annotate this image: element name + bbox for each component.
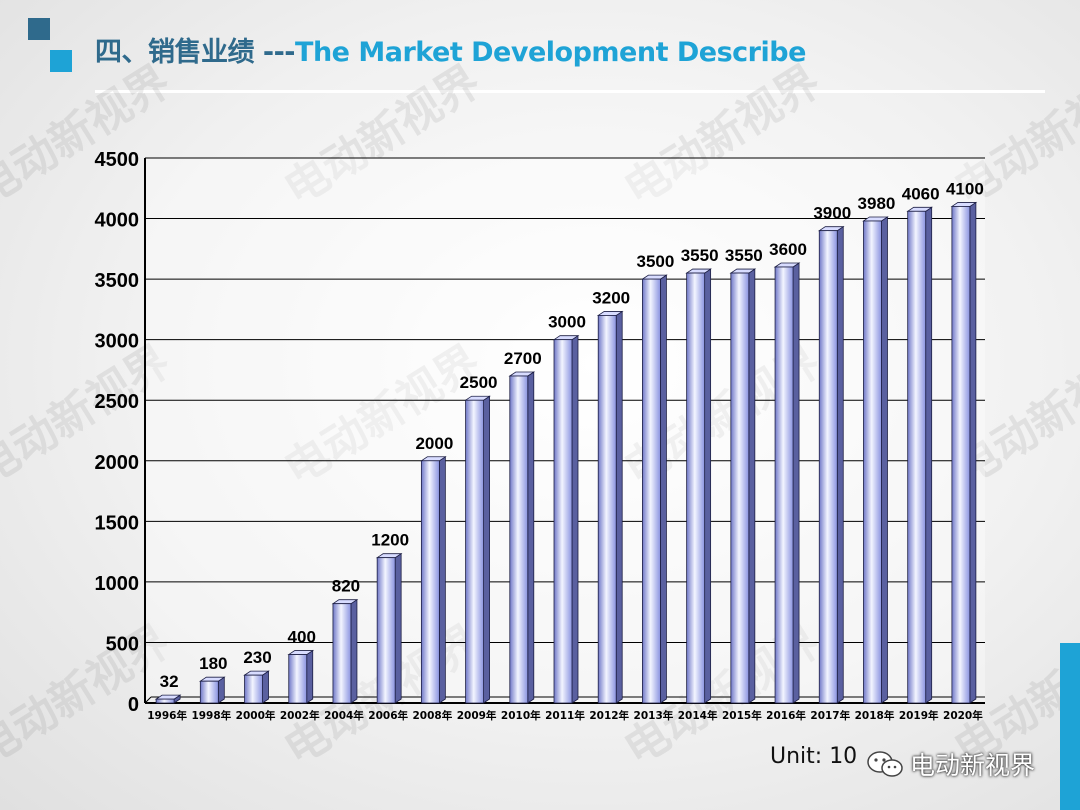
data-label: 2000	[415, 434, 453, 453]
brand-logo: 电动新视界	[866, 746, 1035, 782]
bar-side	[350, 598, 358, 704]
accent-sidebar	[1060, 643, 1080, 810]
bar-side	[615, 310, 623, 704]
bar	[465, 399, 484, 704]
page-title: 四、销售业绩 ---The Market Development Describ…	[95, 30, 806, 69]
data-label: 180	[199, 654, 227, 673]
y-tick-label: 0	[128, 694, 139, 716]
bar	[553, 339, 573, 704]
bar-side	[306, 649, 314, 704]
title-english: The Market Development Describe	[295, 37, 806, 68]
x-tick-label: 2009年	[457, 709, 497, 722]
bar-side	[792, 262, 800, 704]
data-label: 4060	[902, 184, 940, 203]
data-label: 32	[160, 672, 179, 691]
title-separator: ---	[254, 37, 296, 68]
x-tick-label: 2002年	[280, 709, 320, 722]
bar	[774, 266, 794, 704]
bar	[155, 698, 175, 704]
data-label: 2500	[460, 373, 498, 392]
bar	[730, 272, 750, 704]
bar	[686, 272, 706, 704]
bar	[420, 460, 440, 704]
bar-side	[836, 225, 844, 704]
x-tick-label: 2018年	[855, 709, 895, 722]
bar	[376, 557, 396, 704]
y-tick-label: 2500	[95, 391, 140, 413]
y-tick-label: 3000	[95, 331, 140, 353]
x-tick-label: 2004年	[324, 709, 364, 722]
data-label: 3600	[769, 240, 807, 259]
bar-side	[394, 552, 402, 704]
x-tick-label: 2012年	[589, 709, 629, 722]
bar	[509, 375, 529, 704]
bar	[199, 680, 219, 704]
data-label: 820	[332, 577, 360, 596]
x-tick-label: 2011年	[545, 709, 585, 722]
x-tick-label: 2006年	[368, 709, 408, 722]
data-label: 230	[243, 648, 271, 667]
data-label: 4100	[946, 179, 984, 198]
bar	[818, 230, 838, 704]
data-label: 3200	[592, 288, 630, 307]
unit-label: Unit: 10	[770, 744, 858, 769]
bar-side	[262, 670, 269, 704]
data-label: 3550	[681, 246, 719, 265]
bar	[332, 603, 352, 704]
data-label: 400	[288, 628, 316, 647]
x-tick-label: 2019年	[899, 709, 939, 722]
y-tick-label: 4500	[95, 149, 140, 171]
bar-side	[660, 274, 667, 704]
bar-side	[527, 371, 535, 704]
x-tick-label: 2015年	[722, 709, 762, 722]
y-tick-label: 1000	[95, 573, 140, 595]
bar-side	[925, 206, 933, 704]
bar	[244, 674, 263, 704]
brand-name: 电动新视界	[910, 751, 1036, 780]
data-label: 1200	[371, 531, 409, 550]
data-label: 3000	[548, 313, 586, 332]
bar-side	[571, 334, 579, 704]
data-label: 3550	[725, 246, 763, 265]
bar-side	[483, 395, 490, 704]
title-chinese: 四、销售业绩	[95, 37, 255, 68]
x-tick-label: 2014年	[678, 709, 718, 722]
x-tick-label: 1998年	[191, 709, 231, 722]
bar	[288, 654, 308, 704]
x-tick-label: 1996年	[147, 709, 187, 722]
x-tick-label: 2010年	[501, 709, 541, 722]
bar-side	[438, 456, 446, 704]
x-tick-label: 2020年	[943, 709, 983, 722]
bar	[863, 220, 882, 704]
x-tick-label: 2017年	[810, 709, 850, 722]
data-label: 3900	[813, 204, 851, 223]
bar	[597, 315, 617, 704]
data-label: 3500	[637, 252, 675, 271]
data-label: 2700	[504, 349, 542, 368]
bar	[642, 278, 661, 704]
data-label: 3980	[858, 194, 896, 213]
bar	[907, 210, 927, 704]
title-divider	[95, 90, 1045, 93]
bar-side	[969, 201, 977, 704]
bar-side	[704, 268, 712, 704]
x-tick-label: 2008年	[413, 709, 453, 722]
y-tick-label: 1500	[95, 512, 140, 534]
x-tick-label: 2000年	[236, 709, 276, 722]
bar	[951, 206, 971, 704]
corner-decoration	[28, 18, 72, 72]
bar-side	[881, 216, 888, 704]
wechat-icon	[867, 751, 903, 777]
y-tick-label: 4000	[95, 210, 140, 232]
x-tick-label: 2013年	[634, 709, 674, 722]
y-tick-label: 3500	[95, 270, 140, 292]
axis-depth	[144, 696, 152, 704]
y-tick-label: 2000	[95, 452, 140, 474]
bar-side	[748, 268, 756, 704]
x-tick-label: 2016年	[766, 709, 806, 722]
y-tick-label: 500	[106, 633, 139, 655]
